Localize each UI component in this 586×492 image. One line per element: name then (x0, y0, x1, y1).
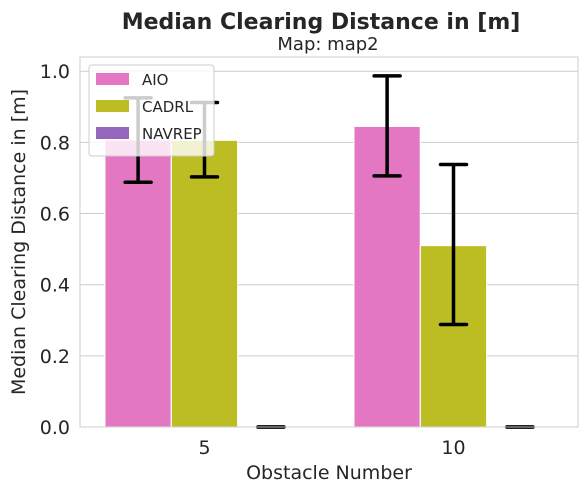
y-tick-label-4: 0.8 (40, 132, 70, 154)
x-tick-labels: 5 10 (198, 437, 465, 459)
legend-label-cadrl: CADRL (142, 98, 194, 116)
legend-swatch-navrep (96, 127, 129, 139)
y-tick-label-3: 0.6 (40, 204, 70, 226)
plot-frame (79, 56, 579, 428)
y-tick-label-5: 1.0 (40, 61, 70, 83)
bar-cadrl-5 (170, 139, 239, 428)
y-axis-label: Median Clearing Distance in [m] (8, 89, 30, 395)
legend-label-aio: AIO (142, 71, 169, 89)
chart-title: Median Clearing Distance in [m] (122, 10, 521, 35)
y-tick-label-0: 0.0 (40, 417, 70, 439)
y-tick-label-1: 0.2 (40, 346, 70, 368)
legend-label-navrep: NAVREP (142, 125, 202, 143)
x-tick-label-5: 5 (198, 437, 210, 459)
chart-subtitle: Map: map2 (277, 34, 378, 55)
legend: AIO CADRL NAVREP (88, 64, 215, 157)
y-tick-label-2: 0.4 (40, 275, 70, 297)
y-tick-labels: 0.0 0.2 0.4 0.6 0.8 1.0 (40, 61, 70, 439)
legend-swatch-cadrl (96, 100, 129, 112)
x-axis-label: Obstacle Number (246, 462, 412, 484)
legend-swatch-aio (96, 73, 129, 85)
x-tick-label-10: 10 (441, 437, 465, 459)
